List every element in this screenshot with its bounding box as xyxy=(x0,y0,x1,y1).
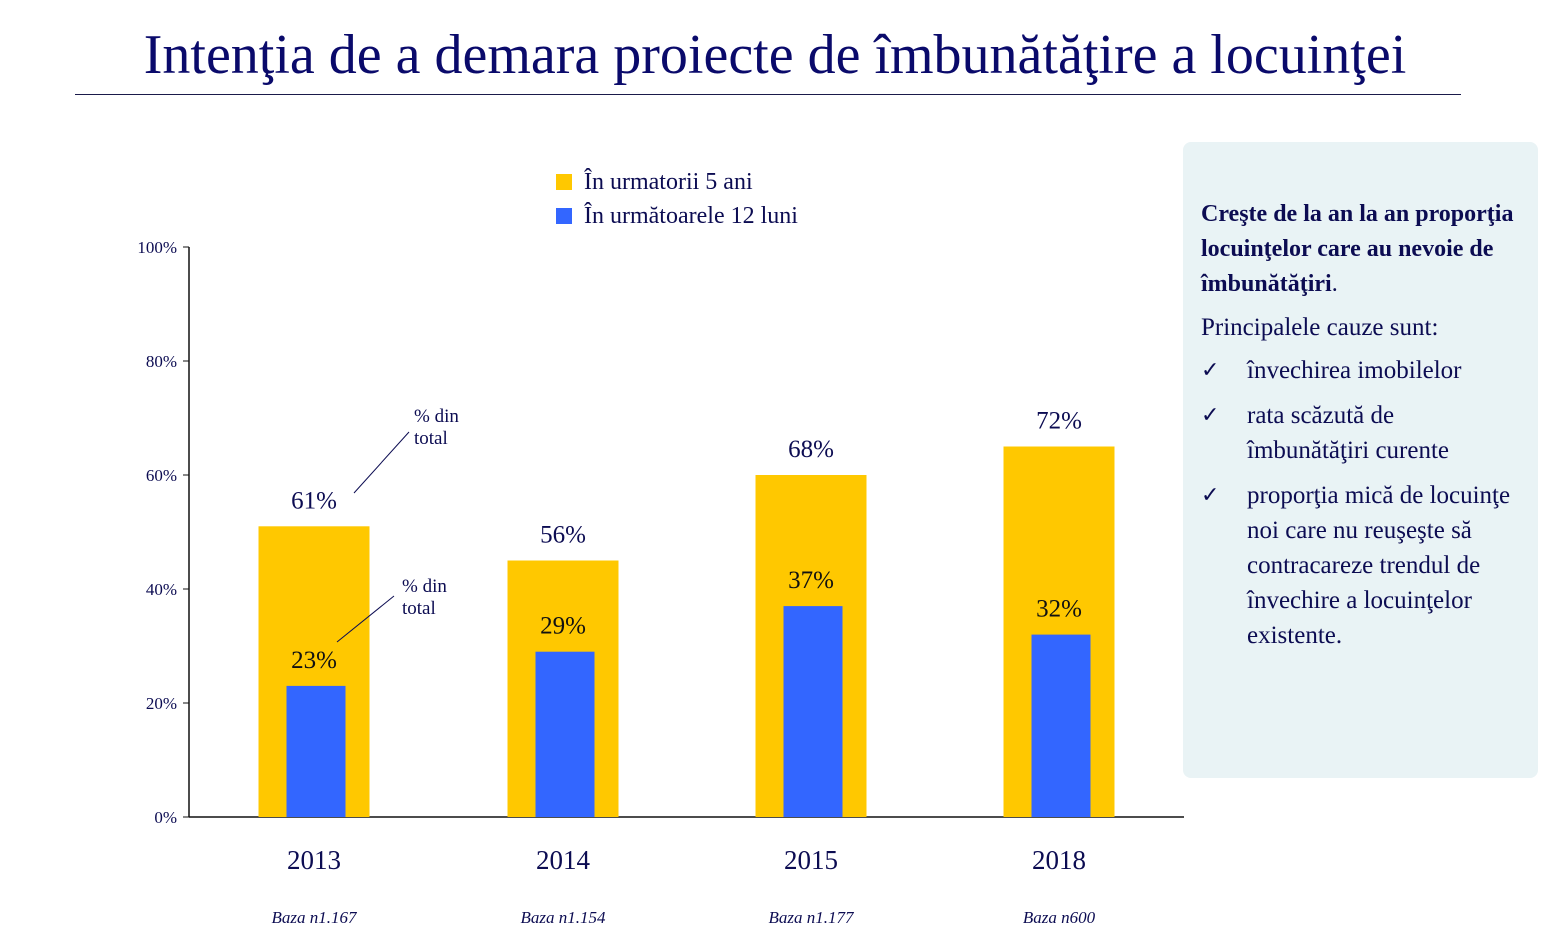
bar-12-months-2013 xyxy=(286,685,346,817)
x-tick-label-2018: 2018 xyxy=(1032,845,1086,875)
y-tick-label: 0% xyxy=(154,808,177,827)
list-item: ✓ învechirea imobilelor xyxy=(1201,353,1522,388)
cause-list: ✓ învechirea imobilelor ✓ rata scăzută de … xyxy=(1201,353,1522,653)
legend-swatch-blue xyxy=(556,208,572,224)
chart-legend: În urmatorii 5 ani În următoarele 12 lun… xyxy=(556,165,798,233)
data-label-5-years-2014: 56% xyxy=(540,522,586,549)
insight-panel: Creşte de la an la an proporţia locuinţe… xyxy=(1183,142,1538,778)
annotation-text: total xyxy=(414,428,448,449)
annotation-text: % din xyxy=(414,406,459,427)
check-icon: ✓ xyxy=(1201,358,1220,383)
bar-12-months-2014 xyxy=(535,651,595,817)
check-icon: ✓ xyxy=(1201,403,1220,428)
base-label-2015: Baza n1.177 xyxy=(768,908,854,927)
base-label-2013: Baza n1.167 xyxy=(271,908,357,927)
annotation-text: % din xyxy=(402,576,447,597)
insight-subhead: Principalele cauze sunt: xyxy=(1201,314,1439,341)
insight-headline-period: . xyxy=(1331,271,1338,297)
x-tick-label-2015: 2015 xyxy=(784,845,838,875)
check-icon: ✓ xyxy=(1201,483,1220,508)
legend-item-12-months: În următoarele 12 luni xyxy=(556,199,798,233)
bar-12-months-2015 xyxy=(783,606,843,817)
y-tick-label: 40% xyxy=(146,580,177,599)
base-label-2018: Baza n600 xyxy=(1022,908,1096,927)
annotation-leader-line xyxy=(353,431,410,494)
x-tick-label-2013: 2013 xyxy=(287,845,341,875)
list-item: ✓ proporţia mică de locuinţe noi care nu … xyxy=(1201,478,1522,653)
page-title: Intenţia de a demara proiecte de îmbunăt… xyxy=(143,24,1407,86)
data-label-5-years-2018: 72% xyxy=(1036,408,1082,435)
bar-12-months-2018 xyxy=(1031,634,1091,817)
data-label-12-months-2013: 23% xyxy=(291,647,337,674)
annotation-leader-line xyxy=(336,595,395,643)
data-label-12-months-2014: 29% xyxy=(540,613,586,640)
x-tick-label-2014: 2014 xyxy=(536,845,591,875)
cause-text: proporţia mică de locuinţe noi care nu r… xyxy=(1247,482,1511,649)
data-label-12-months-2018: 32% xyxy=(1036,596,1082,623)
data-label-5-years-2015: 68% xyxy=(788,436,834,463)
y-tick-label: 100% xyxy=(137,238,177,257)
y-tick-label: 20% xyxy=(146,694,177,713)
insight-headline: Creşte de la an la an proporţia locuinţe… xyxy=(1201,197,1522,302)
bar-chart: 0% 20% 40% 60% 80% 100% 61% 23% 2013 56% 29% 2014 68… xyxy=(137,238,1184,875)
y-tick-label: 80% xyxy=(146,352,177,371)
list-item: ✓ rata scăzută de îmbunătăţiri curente xyxy=(1201,398,1522,468)
cause-text: rata scăzută de îmbunătăţiri curente xyxy=(1247,402,1450,464)
insight-headline-text: Creşte de la an la an proporţia locuinţe… xyxy=(1201,201,1514,297)
legend-label-12-months: În următoarele 12 luni xyxy=(584,202,798,229)
legend-item-5-years: În urmatorii 5 ani xyxy=(556,165,798,199)
title-divider xyxy=(75,94,1461,95)
cause-text: învechirea imobilelor xyxy=(1247,357,1462,384)
base-label-2014: Baza n1.154 xyxy=(520,908,606,927)
annotation-text: total xyxy=(402,598,436,619)
y-tick-label: 60% xyxy=(146,466,177,485)
data-label-5-years-2013: 61% xyxy=(291,487,337,514)
data-label-12-months-2015: 37% xyxy=(788,567,834,594)
legend-label-5-years: În urmatorii 5 ani xyxy=(584,168,753,195)
legend-swatch-yellow xyxy=(556,174,572,190)
